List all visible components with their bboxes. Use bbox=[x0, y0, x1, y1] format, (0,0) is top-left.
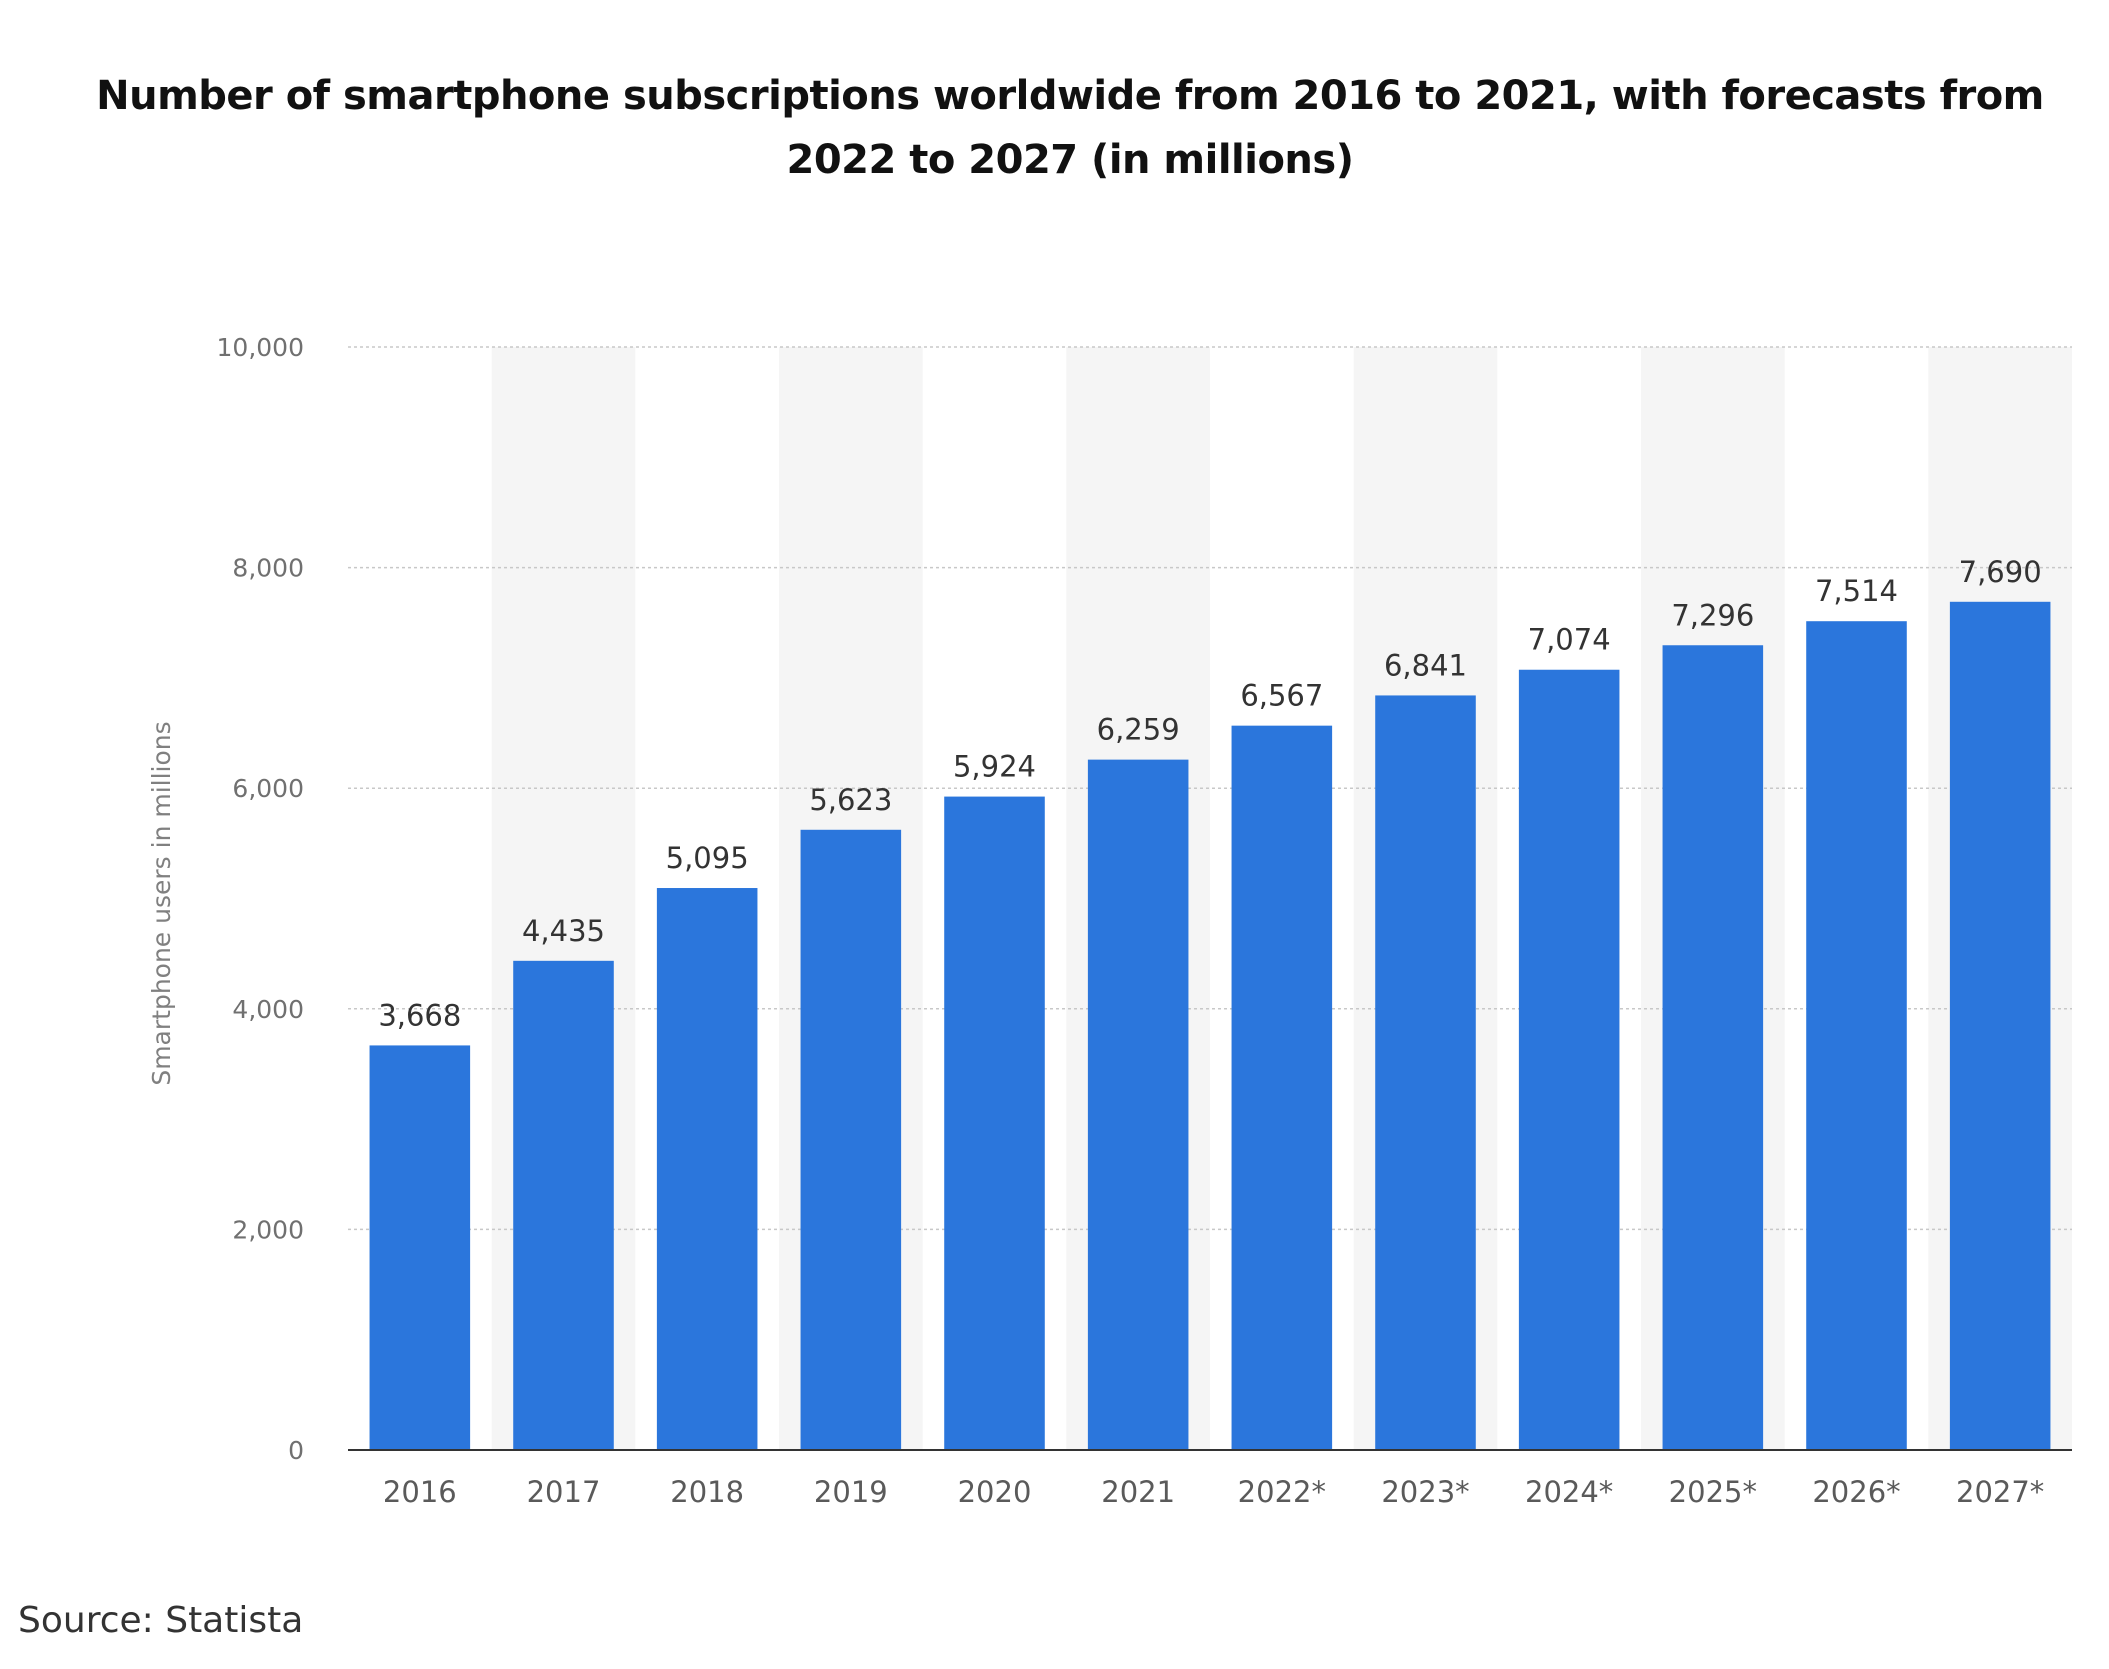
y-tick-label: 10,000 bbox=[217, 333, 304, 362]
bar bbox=[1087, 759, 1189, 1450]
bar bbox=[513, 960, 614, 1450]
y-tick-label: 2,000 bbox=[232, 1215, 304, 1244]
bar-value-label: 6,259 bbox=[1097, 713, 1180, 747]
bar bbox=[1518, 669, 1620, 1450]
bar-value-labels: 3,668 4,435 5,095 5,623 5,924 6,259 6,567 6,841… bbox=[378, 555, 2041, 1033]
bar bbox=[800, 829, 902, 1450]
bar-value-label: 5,623 bbox=[809, 783, 892, 817]
x-tick-label: 2022* bbox=[1238, 1475, 1326, 1509]
x-tick-label: 2023* bbox=[1381, 1475, 1469, 1509]
bar-value-label: 6,567 bbox=[1240, 679, 1323, 713]
bar bbox=[1375, 695, 1476, 1450]
bar bbox=[1231, 725, 1333, 1450]
y-tick-label: 0 bbox=[288, 1436, 304, 1465]
bar bbox=[1662, 645, 1764, 1450]
bar bbox=[656, 888, 758, 1450]
bar-value-label: 4,435 bbox=[522, 914, 605, 948]
y-tick-label: 8,000 bbox=[232, 554, 304, 583]
x-tick-labels: 2016 2017 2018 2019 2020 2021 2022* 2023* 2024* 2… bbox=[383, 1475, 2044, 1509]
y-tick-labels: 0 2,000 4,000 6,000 8,000 10,000 bbox=[217, 333, 304, 1465]
gridlines bbox=[348, 346, 2072, 1231]
x-tick-label: 2027* bbox=[1956, 1475, 2044, 1509]
bar-value-label: 5,924 bbox=[953, 750, 1036, 784]
bar bbox=[1806, 621, 1907, 1450]
bar bbox=[944, 796, 1045, 1450]
x-tick-label: 2019 bbox=[814, 1475, 888, 1509]
x-tick-label: 2016 bbox=[383, 1475, 457, 1509]
bars bbox=[369, 601, 2051, 1450]
y-axis-title: Smartphone users in millions bbox=[147, 721, 176, 1085]
bar-value-label: 7,514 bbox=[1815, 574, 1898, 608]
bar bbox=[369, 1045, 471, 1450]
x-tick-label: 2024* bbox=[1525, 1475, 1613, 1509]
source-note: Source: Statista bbox=[18, 1600, 304, 1641]
bar-value-label: 5,095 bbox=[666, 841, 749, 875]
bar-value-label: 6,841 bbox=[1384, 648, 1467, 682]
bar-value-label: 7,074 bbox=[1528, 623, 1611, 657]
x-tick-label: 2017 bbox=[527, 1475, 601, 1509]
x-tick-label: 2025* bbox=[1669, 1475, 1757, 1509]
chart-title: Number of smartphone subscriptions world… bbox=[96, 73, 2044, 183]
x-tick-label: 2021 bbox=[1101, 1475, 1175, 1509]
bar-value-label: 7,296 bbox=[1671, 598, 1754, 632]
x-tick-label: 2018 bbox=[670, 1475, 744, 1509]
x-tick-label: 2020 bbox=[958, 1475, 1032, 1509]
x-tick-label: 2026* bbox=[1812, 1475, 1900, 1509]
bar bbox=[1949, 601, 2051, 1450]
y-tick-label: 6,000 bbox=[232, 774, 304, 803]
bar-value-label: 7,690 bbox=[1959, 555, 2042, 589]
bar-value-label: 3,668 bbox=[378, 998, 461, 1032]
y-tick-label: 4,000 bbox=[232, 995, 304, 1024]
